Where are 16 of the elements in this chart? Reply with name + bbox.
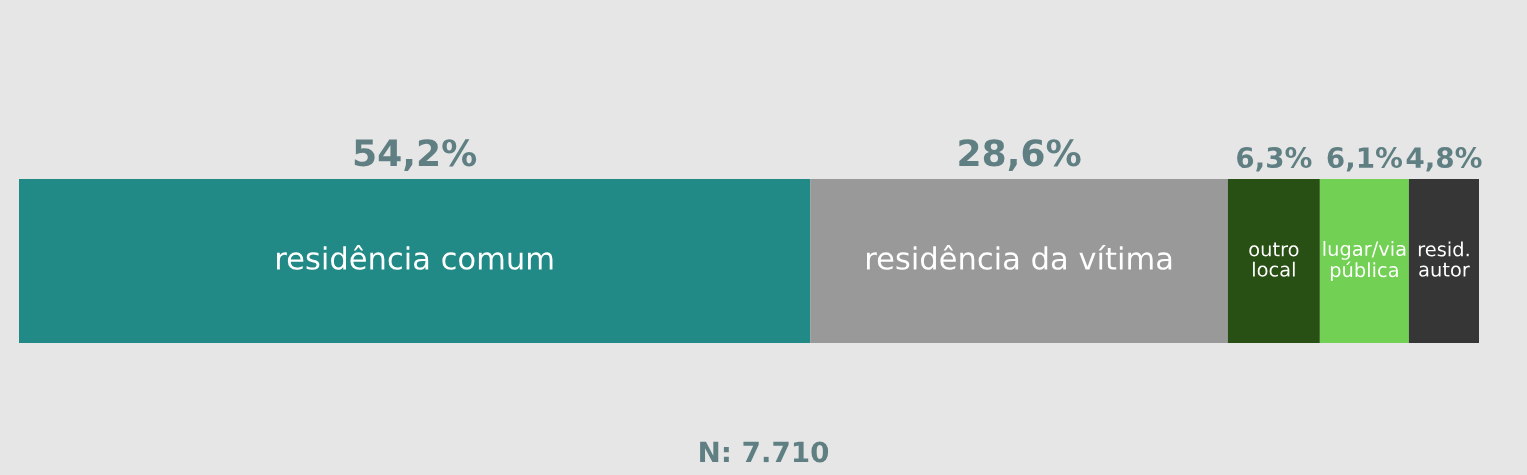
series-label: residência da vítima — [867, 244, 1172, 270]
data-label: 4,8% — [1406, 147, 1482, 172]
text: N: 7.710 — [700, 441, 829, 463]
data-label: 6,1% — [1327, 147, 1403, 172]
series-label: lugar/via pública — [1323, 241, 1406, 281]
series-label: residência comum — [277, 244, 553, 270]
data-label: 6,3% — [1237, 147, 1312, 172]
data-label: 54,2% — [354, 139, 477, 172]
series-label: resid. autor — [1418, 241, 1470, 277]
bar — [1408, 179, 1479, 343]
data-label: 28,6% — [959, 139, 1081, 172]
bar — [1319, 179, 1409, 343]
bar — [810, 179, 1228, 343]
series-label: outro local — [1249, 242, 1299, 277]
bar — [1227, 179, 1320, 343]
bar — [19, 179, 811, 343]
